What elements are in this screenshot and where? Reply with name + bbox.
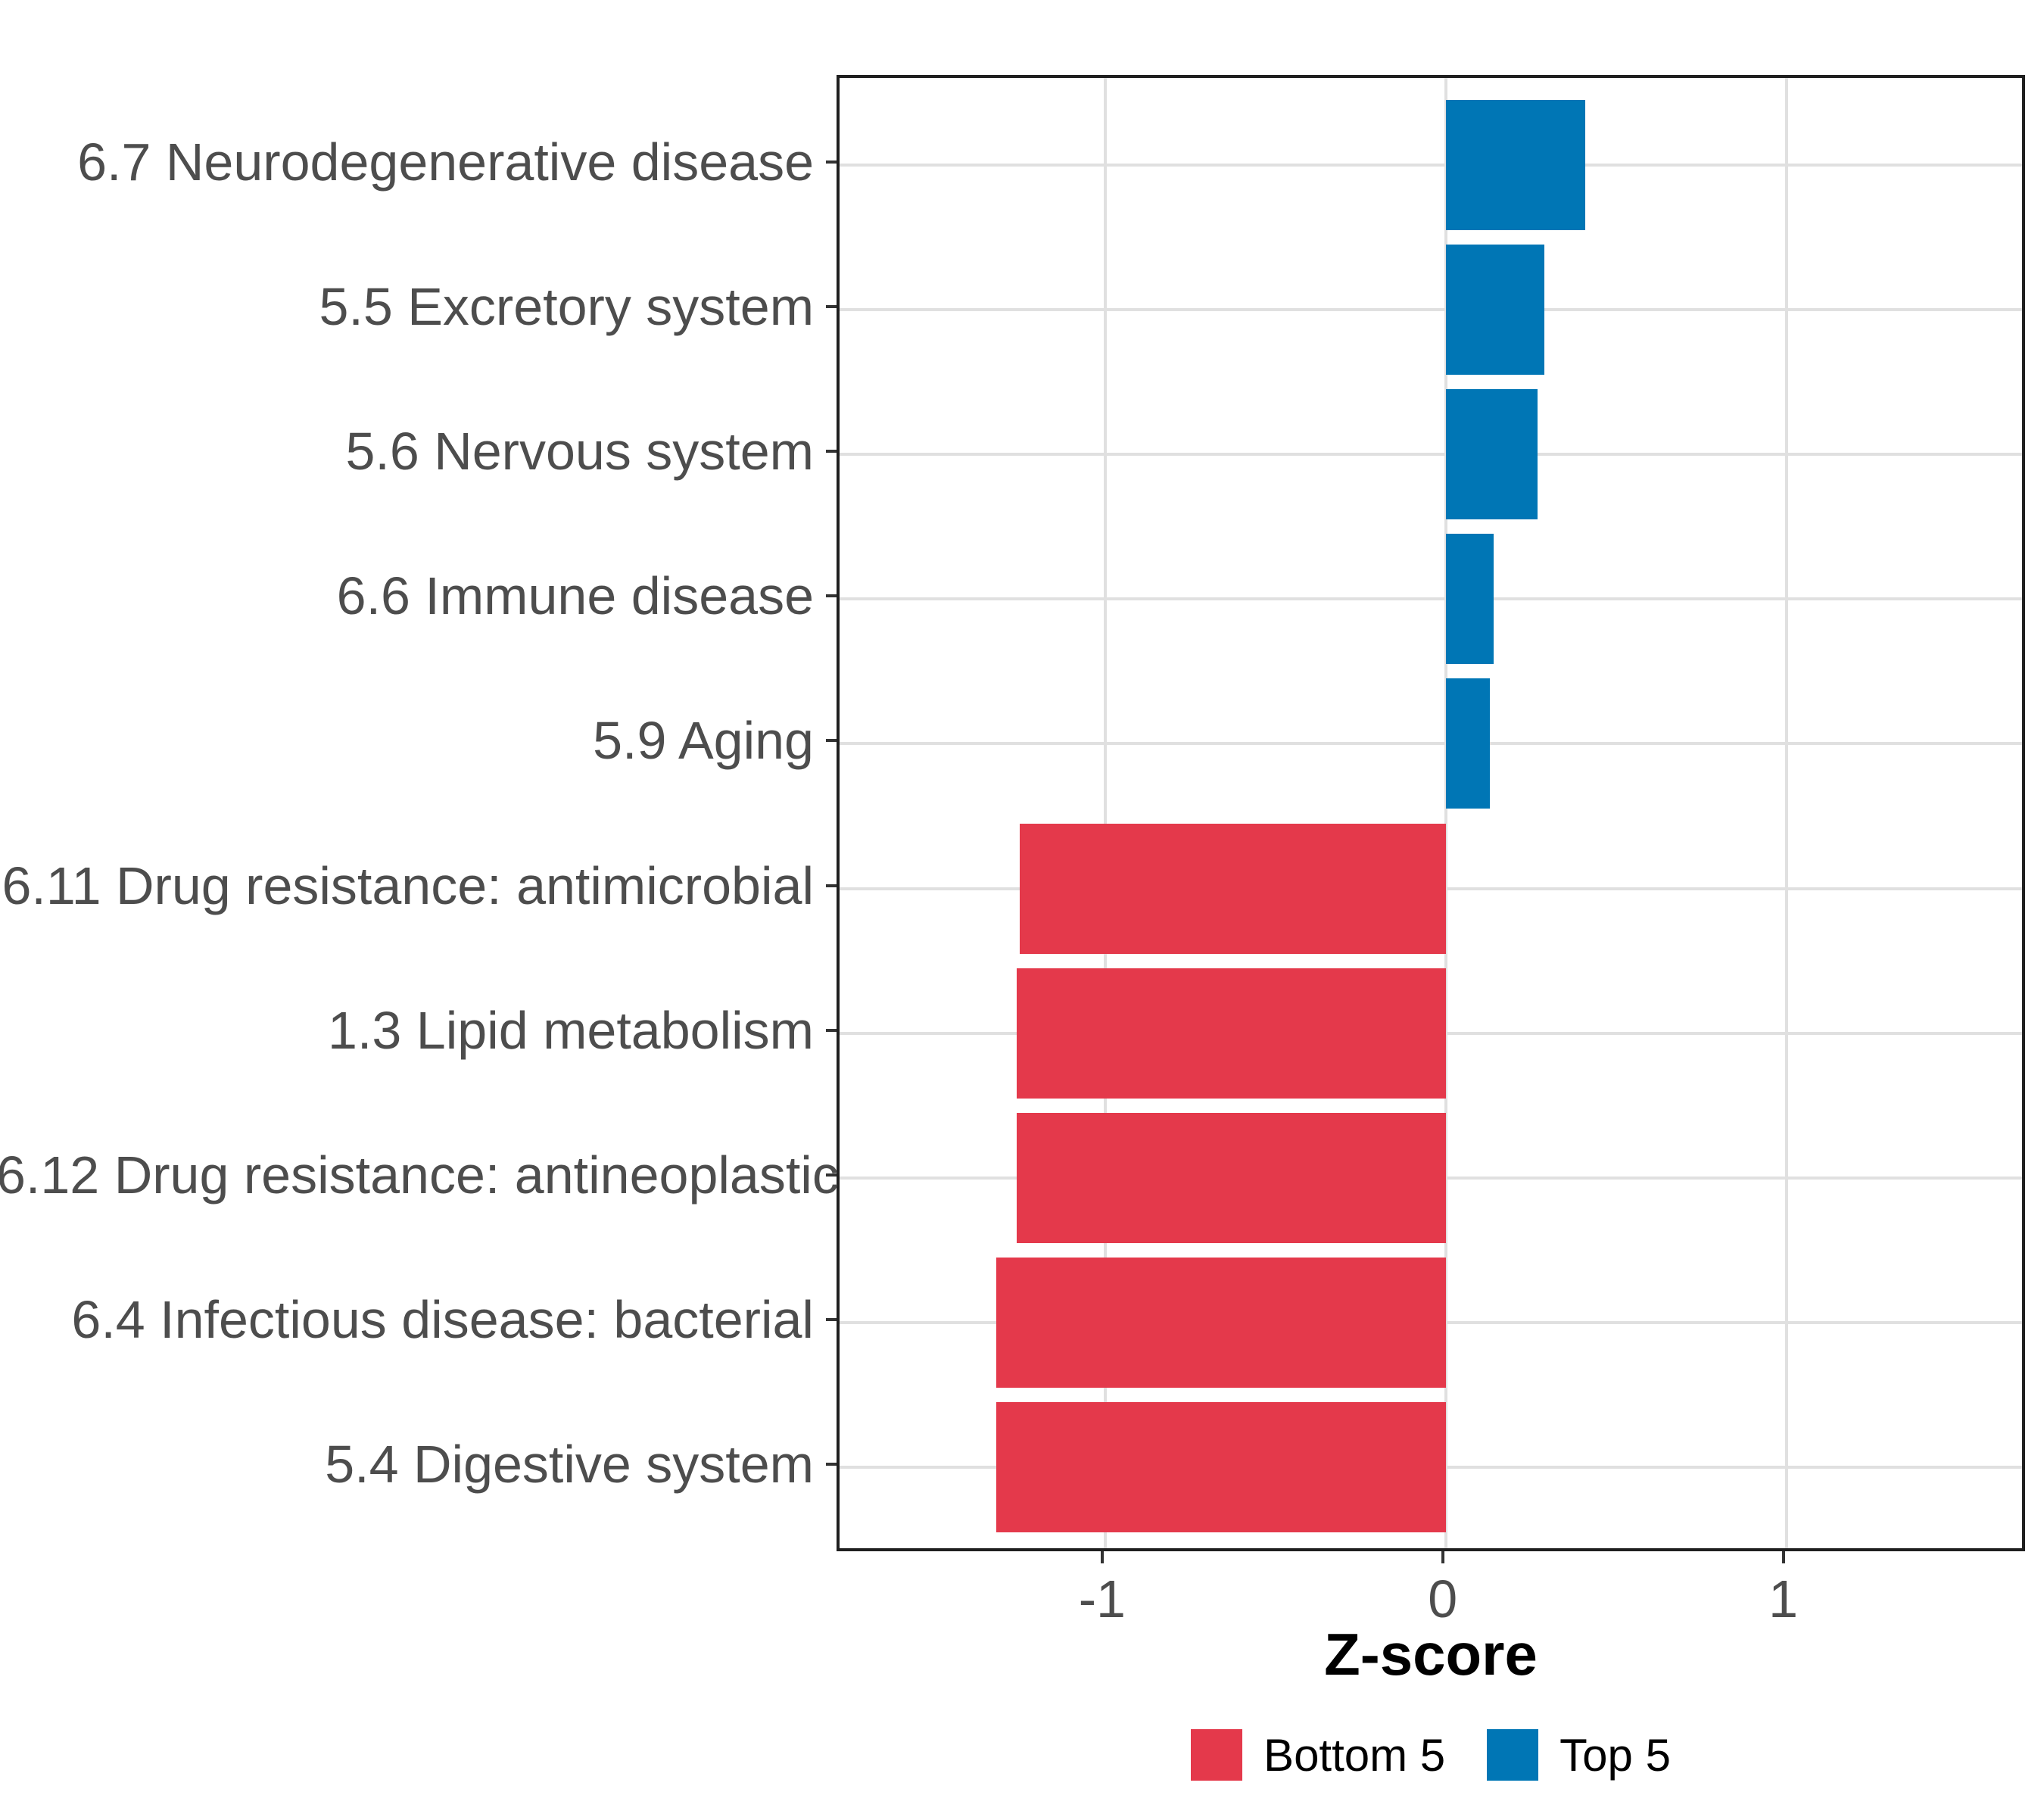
y-axis-label: 1.3 Lipid metabolism <box>328 1000 814 1060</box>
y-axis-label: 6.6 Immune disease <box>336 566 814 626</box>
bar <box>1445 99 1586 230</box>
x-tick-mark <box>1441 1551 1444 1563</box>
legend-entry: Top 5 <box>1487 1729 1671 1781</box>
bar <box>996 1258 1446 1388</box>
legend-label: Bottom 5 <box>1263 1729 1446 1781</box>
x-axis-title: Z-score <box>1324 1621 1538 1688</box>
gridline-y <box>840 453 2022 457</box>
y-axis-label: 5.9 Aging <box>593 711 814 771</box>
y-axis-label: 6.7 Neurodegenerative disease <box>77 132 814 192</box>
gridline-y <box>840 307 2022 311</box>
gridline-y <box>840 742 2022 746</box>
y-axis-label: 5.6 Nervous system <box>345 422 814 482</box>
gridline-y <box>840 163 2022 167</box>
y-axis-label: 6.11 Drug resistance: antimicrobial <box>2 856 814 915</box>
x-tick-label: -1 <box>1078 1569 1126 1628</box>
gridline-x <box>1103 78 1107 1548</box>
bar <box>1016 1112 1446 1243</box>
bar <box>1445 389 1538 520</box>
y-tick-mark <box>826 1173 837 1177</box>
y-tick-mark <box>826 1318 837 1322</box>
legend: Bottom 5 Top 5 <box>837 1729 2025 1781</box>
y-tick-mark <box>826 304 837 308</box>
gridline-x <box>1444 78 1447 1548</box>
y-axis-label: 5.5 Excretory system <box>319 276 814 336</box>
x-tick-label: 0 <box>1428 1569 1458 1628</box>
x-tick-mark <box>1100 1551 1104 1563</box>
plot-panel <box>837 75 2025 1551</box>
x-tick-label: 1 <box>1768 1569 1799 1628</box>
y-tick-mark <box>826 739 837 743</box>
y-axis-label: 5.4 Digestive system <box>325 1435 814 1494</box>
bar <box>1020 823 1446 954</box>
bar <box>1445 244 1545 375</box>
legend-swatch <box>1191 1729 1243 1781</box>
y-tick-mark <box>826 450 837 453</box>
legend-entry: Bottom 5 <box>1191 1729 1445 1781</box>
y-tick-mark <box>826 594 837 598</box>
gridline-x <box>1784 78 1788 1548</box>
y-tick-mark <box>826 1028 837 1032</box>
y-axis-label: 6.4 Infectious disease: bacterial <box>71 1290 814 1350</box>
gridline-y <box>840 597 2022 601</box>
y-tick-mark <box>826 160 837 164</box>
bar <box>1016 968 1446 1099</box>
y-axis-label: 6.12 Drug resistance: antineoplastic <box>0 1145 839 1205</box>
x-tick-mark <box>1781 1551 1785 1563</box>
bar <box>1445 534 1494 665</box>
bar <box>996 1402 1446 1533</box>
y-tick-mark <box>826 1463 837 1466</box>
legend-swatch <box>1487 1729 1539 1781</box>
legend-label: Top 5 <box>1559 1729 1671 1781</box>
y-tick-mark <box>826 884 837 887</box>
bar <box>1445 678 1491 809</box>
